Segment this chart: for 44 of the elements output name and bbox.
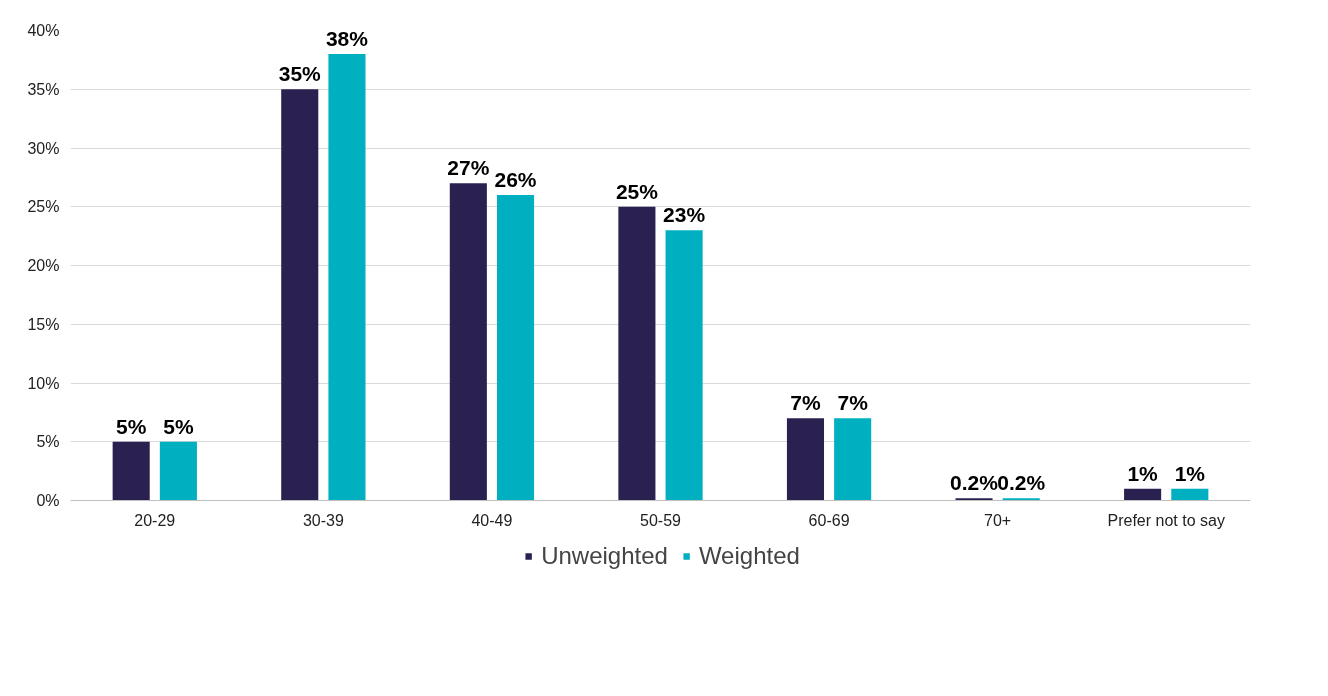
bar: [159, 441, 197, 501]
data-label: 5%: [163, 414, 194, 438]
bar: [665, 230, 703, 501]
y-tick-label: 15%: [27, 315, 60, 333]
x-tick-label: 60-69: [808, 511, 850, 529]
y-tick-label: 0%: [36, 492, 60, 509]
x-tick-label: 70+: [984, 511, 1012, 529]
x-tick-label: 20-29: [134, 511, 176, 529]
data-label: 1%: [1174, 461, 1206, 485]
data-label: 38%: [325, 27, 369, 50]
y-tick-label: 25%: [27, 198, 60, 216]
bar: [281, 89, 319, 501]
data-label: 27%: [447, 156, 490, 180]
bar: [449, 183, 487, 501]
y-tick-label: 20%: [27, 257, 60, 274]
data-label: 35%: [278, 62, 322, 86]
data-label: 7%: [790, 391, 821, 415]
data-label: 23%: [663, 203, 706, 227]
x-tick-label: 40-49: [471, 511, 513, 529]
bar: [618, 206, 656, 501]
legend-label: Unweighted: [541, 542, 668, 570]
bar: [112, 441, 150, 501]
bar: [328, 54, 366, 501]
bar: [786, 418, 825, 501]
data-label: 1%: [1127, 461, 1159, 485]
data-label: 7%: [837, 391, 869, 415]
x-tick-label: Prefer not to say: [1107, 511, 1225, 529]
y-tick-label: 35%: [27, 80, 60, 98]
bar: [1171, 488, 1209, 501]
x-tick-label: 50-59: [640, 511, 682, 529]
bar: [834, 418, 872, 501]
legend-label: Weighted: [698, 542, 800, 570]
data-label: 0.2%: [950, 471, 999, 495]
data-label: 26%: [494, 168, 537, 191]
y-tick-label: 5%: [36, 433, 60, 451]
y-tick-label: 30%: [27, 139, 60, 157]
data-label: 25%: [615, 179, 659, 203]
bar: [496, 195, 535, 501]
x-tick-label: 30-39: [302, 511, 344, 529]
bar: [1124, 488, 1162, 501]
y-tick-label: 10%: [27, 374, 60, 392]
data-label: 0.2%: [997, 471, 1046, 495]
y-tick-label: 40%: [27, 22, 60, 39]
data-label: 5%: [116, 414, 147, 438]
